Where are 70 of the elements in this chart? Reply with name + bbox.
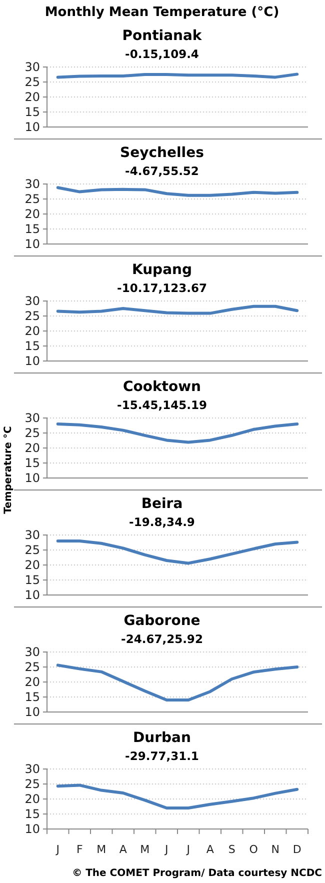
- line-series: [56, 422, 299, 444]
- y-tick-label: 25: [24, 542, 40, 557]
- line-series: [56, 186, 299, 197]
- x-tick-label: M: [140, 842, 150, 856]
- x-tick-label: D: [292, 842, 302, 856]
- y-tick-label: 30: [24, 294, 40, 308]
- line-series: [56, 304, 299, 315]
- x-tick-label: O: [249, 842, 258, 856]
- y-tick-label: 30: [24, 644, 40, 659]
- y-tick-label: 25: [24, 74, 40, 89]
- y-tick-label: 15: [24, 806, 40, 821]
- chart-title: Beira: [141, 496, 183, 512]
- y-tick-label: 30: [24, 762, 40, 776]
- chart-subtitle: -29.77,31.1: [125, 749, 199, 763]
- y-tick-label: 25: [24, 660, 40, 674]
- chart-subtitle: -19.8,34.9: [129, 515, 195, 529]
- y-tick-label: 25: [24, 192, 40, 206]
- y-tick-label: 10: [24, 120, 40, 134]
- text: Monthly Mean Temperature (°C): [44, 5, 280, 20]
- y-tick-label: 20: [24, 792, 40, 806]
- chart-title: Gaborone: [124, 613, 200, 629]
- chart-title: Durban: [133, 730, 191, 746]
- y-tick-label: 15: [24, 104, 40, 119]
- chart-subtitle: -10.17,123.67: [117, 281, 207, 295]
- chart-subtitle: -4.67,55.52: [125, 164, 199, 178]
- x-tick-label: M: [96, 842, 106, 856]
- y-tick-label: 15: [24, 456, 40, 470]
- line-series: [56, 784, 299, 810]
- y-tick-label: 25: [24, 426, 40, 440]
- y-tick-label: 20: [24, 206, 40, 221]
- y-tick-label: 30: [24, 60, 40, 74]
- x-tick-label: J: [164, 842, 168, 856]
- y-tick-label: 25: [24, 308, 40, 323]
- y-tick-label: 10: [24, 822, 40, 836]
- y-tick-label: 10: [24, 588, 40, 602]
- chart-title: Pontianak: [122, 28, 202, 44]
- y-tick-label: 10: [24, 704, 40, 719]
- y-tick-label: 10: [24, 470, 40, 485]
- x-tick-label: A: [206, 842, 214, 856]
- y-tick-label: 15: [24, 572, 40, 587]
- chart-subtitle: -15.45,145.19: [117, 398, 207, 412]
- x-tick-label: A: [119, 842, 128, 856]
- y-tick-label: 10: [24, 354, 40, 368]
- y-tick-label: 20: [24, 440, 40, 455]
- y-tick-label: 30: [24, 176, 40, 191]
- x-tick-label: S: [228, 842, 236, 856]
- x-tick-label: J: [186, 842, 190, 856]
- chart-title: Cooktown: [122, 379, 202, 395]
- y-tick-label: 20: [24, 324, 40, 338]
- x-tick-label: N: [271, 842, 280, 856]
- chart-subtitle: -24.67,25.92: [121, 632, 203, 646]
- chart-subtitle: -0.15,109.4: [125, 47, 199, 61]
- y-tick-label: 20: [24, 674, 40, 689]
- y-tick-label: 30: [24, 528, 40, 542]
- chart-title: Kupang: [132, 262, 192, 278]
- line-series: [56, 664, 299, 702]
- line-series: [56, 540, 299, 565]
- y-tick-label: 25: [24, 776, 40, 791]
- y-tick-label: 15: [24, 690, 40, 704]
- y-axis-title: Temperature °C: [3, 426, 14, 514]
- y-tick-label: 20: [24, 90, 40, 104]
- y-tick-label: 30: [24, 410, 40, 425]
- y-tick-label: 20: [24, 558, 40, 572]
- x-tick-label: J: [55, 842, 60, 856]
- y-tick-label: 15: [24, 222, 40, 236]
- chart-title: Seychelles: [120, 145, 204, 161]
- y-tick-label: 10: [24, 236, 40, 251]
- x-tick-label: F: [76, 842, 83, 856]
- y-tick-label: 15: [24, 338, 40, 353]
- text: © The COMET Program/ Data courtesy NCDC: [72, 868, 322, 879]
